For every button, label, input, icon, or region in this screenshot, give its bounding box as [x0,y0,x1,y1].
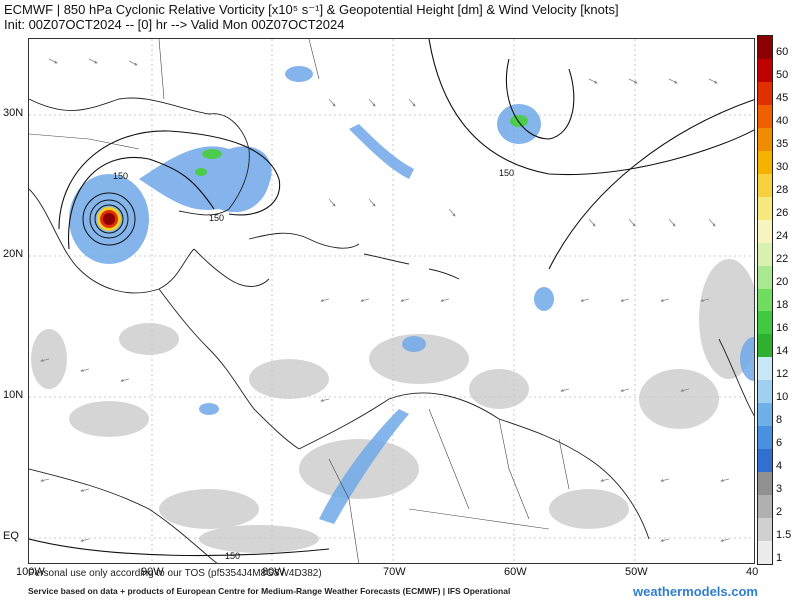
tos-notice: Personal use only according to our TOS (… [28,568,322,579]
lon-label: 100W [16,566,45,578]
legend-label: 1 [776,551,783,564]
legend-swatch [758,265,772,290]
legend-label: 16 [776,321,789,334]
vorticity-low [31,259,754,553]
lon-label: 60W [504,566,527,578]
legend-label: 14 [776,344,789,357]
legend-label: 18 [776,299,789,311]
legend-swatch [758,311,772,335]
legend-label: 2 [776,505,783,518]
lon-label: 70W [383,566,406,578]
lon-label: 80W [262,566,285,578]
legend-swatch [758,219,772,244]
lat-label: 30N [3,107,24,119]
lon-label: 50W [625,566,648,578]
title-line-2: Init: 00Z07OCT2024 -- [0] hr --> Valid M… [4,17,345,32]
legend-swatch [758,150,772,175]
legend-label: 30 [776,161,789,174]
legend-label: 4 [776,459,783,472]
brand-link[interactable]: weathermodels.com [633,584,758,599]
coastlines [29,97,754,563]
legend-label: 24 [776,230,789,243]
legend-swatch [758,242,772,267]
height-contours [29,39,754,557]
legend-swatch [758,472,772,496]
chart-title: ECMWF | 850 hPa Cyclonic Relative Vortic… [4,2,619,32]
map-panel: 150 150 150 150 [28,38,755,564]
hurricane-core [82,192,136,246]
legend-label: 12 [776,367,789,380]
legend-swatch [758,403,772,427]
lon-label: 90W [141,566,164,578]
lon-label: 40 [746,566,759,578]
legend-label: 35 [776,138,789,151]
legend-swatch [758,196,772,221]
title-line-1: ECMWF | 850 hPa Cyclonic Relative Vortic… [4,2,619,17]
lat-label: 10N [3,389,24,401]
source-credit: Service based on data + products of Euro… [28,586,511,596]
graticule [29,39,754,563]
legend-label: 50 [776,69,789,82]
legend-swatch [758,518,772,542]
legend-swatch [758,495,772,519]
legend-swatch [758,36,772,60]
legend-swatch [758,357,772,381]
legend-swatch [758,334,772,358]
legend-label: 40 [776,115,789,128]
lat-label: EQ [3,530,19,542]
legend-swatch [758,541,772,565]
color-legend [757,35,773,565]
legend-swatch [758,426,772,450]
borders [29,39,570,563]
contour-label: 150 [225,551,240,561]
legend-label: 28 [776,184,789,197]
legend-swatch [758,449,772,473]
legend-label: 26 [776,207,789,220]
legend-swatch [758,81,772,106]
lat-label: 20N [3,248,24,260]
legend-label: 6 [776,436,783,449]
legend-label: 60 [776,46,789,59]
legend-swatch [758,58,772,83]
legend-swatch [758,173,772,198]
legend-swatch [758,288,772,312]
contour-label: 150 [209,213,224,223]
legend-label: 10 [776,390,789,403]
legend-label: 8 [776,413,783,426]
contour-label: 150 [113,171,128,181]
legend-label: 20 [776,276,789,289]
legend-swatch [758,104,772,129]
legend-label: 22 [776,253,789,266]
legend-swatch [758,127,772,152]
map-svg: 150 150 150 150 [29,39,754,563]
legend-swatch [758,380,772,404]
legend-label: 3 [776,482,783,495]
legend-label: 45 [776,92,789,105]
vorticity-high [195,115,528,176]
legend-label: 1.5 [776,528,792,541]
contour-label: 150 [499,168,514,178]
wind-vectors [40,58,730,542]
